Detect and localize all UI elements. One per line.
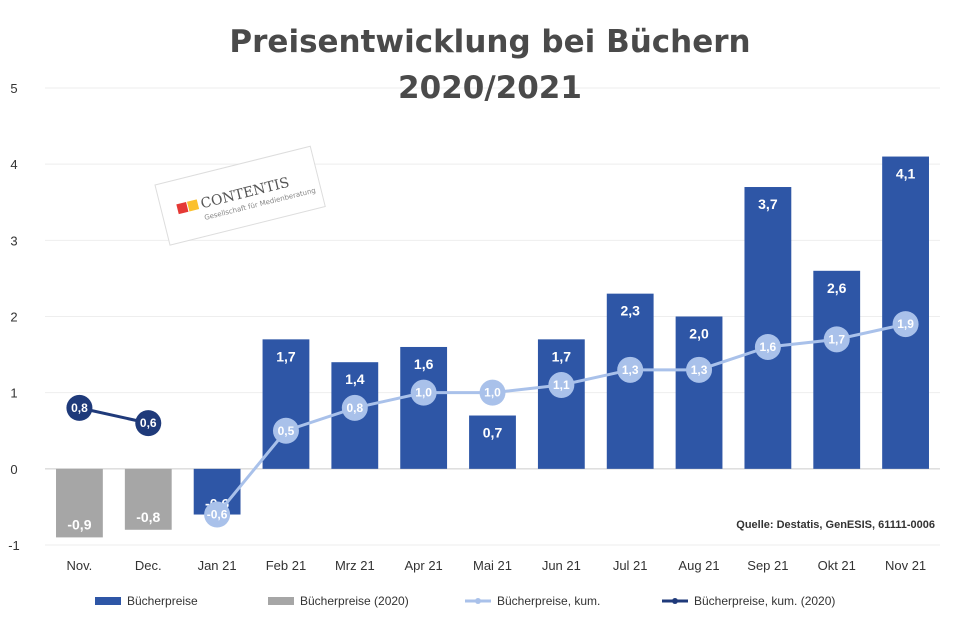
line-point: [66, 394, 93, 421]
line-data-label: 0,8: [71, 401, 88, 415]
legend-swatch: [268, 597, 294, 605]
y-tick-label: 4: [10, 157, 17, 172]
x-tick-label: Okt 21: [818, 558, 856, 573]
legend-label: Bücherpreise, kum.: [497, 594, 600, 608]
bar-data-label: 3,7: [758, 196, 778, 212]
bar-data-label: 0,7: [483, 425, 503, 441]
x-tick-label: Aug 21: [678, 558, 719, 573]
bar: [56, 468, 103, 538]
bar: [744, 187, 792, 469]
line-point: [892, 311, 919, 338]
logo-card: CONTENTIS Gesellschaft für Medienberatun…: [154, 145, 326, 246]
x-tick-label: Mai 21: [473, 558, 512, 573]
bar-data-label: -0,9: [67, 516, 91, 532]
lines: -0,6 0,5 0,8 1,0 1,0 1,1 1,3 1,3 1,6 1,7 1,9 0,8 0,6: [66, 311, 919, 528]
x-axis: Nov. Dec. Jan 21 Feb 21 Mrz 21 Apr 21 Mai 21 Ju…: [67, 558, 927, 573]
bar-data-label: 2,6: [827, 280, 847, 296]
bar: [124, 468, 172, 530]
legend-marker: [475, 598, 481, 604]
x-tick-label: Apr 21: [404, 558, 442, 573]
bar-data-label: -0,8: [136, 509, 160, 525]
bar: [537, 339, 585, 469]
y-tick-label: 2: [10, 310, 17, 325]
x-tick-label: Mrz 21: [335, 558, 375, 573]
line-point: [617, 356, 644, 383]
y-tick-label: 3: [10, 233, 17, 248]
x-tick-label: Nov 21: [885, 558, 926, 573]
bar-data-label: 4,1: [896, 166, 916, 182]
legend-marker: [672, 598, 678, 604]
legend-label: Bücherpreise, kum. (2020): [694, 594, 835, 608]
y-tick-label: 1: [10, 386, 17, 401]
bar-data-label: 2,3: [620, 303, 640, 319]
bar: [400, 346, 448, 469]
line-point: [204, 501, 231, 528]
gridlines: [45, 87, 940, 546]
bar: [262, 339, 310, 469]
bar-data-label: 1,6: [414, 356, 434, 372]
line-point: [479, 379, 506, 406]
bar: [813, 270, 861, 469]
line-point: [272, 417, 299, 444]
legend-label: Bücherpreise (2020): [300, 594, 409, 608]
x-tick-label: Nov.: [67, 558, 93, 573]
line-data-label: 1,6: [760, 340, 777, 354]
x-tick-label: Jul 21: [613, 558, 648, 573]
line-point: [410, 379, 437, 406]
line-point: [548, 372, 575, 399]
line-data-label: 1,0: [415, 386, 432, 400]
line-data-label: 1,7: [828, 332, 845, 346]
legend-swatch: [95, 597, 121, 605]
line-data-label: 1,3: [691, 363, 708, 377]
line-data-label: 0,6: [140, 416, 157, 430]
bar-data-label: 2,0: [689, 326, 709, 342]
x-tick-label: Sep 21: [747, 558, 788, 573]
line-point: [823, 326, 850, 353]
line-point: [686, 356, 713, 383]
line-data-label: -0,6: [207, 508, 228, 522]
y-tick-label: 0: [10, 462, 17, 477]
line-data-label: 0,8: [346, 401, 363, 415]
x-tick-label: Jan 21: [198, 558, 237, 573]
y-tick-label: -1: [8, 538, 20, 553]
y-axis: -1 0 1 2 3 4 5: [8, 81, 20, 553]
chart-title-line2: 2020/2021: [398, 70, 582, 106]
logo-mark-red: [176, 201, 189, 215]
x-tick-label: Dec.: [135, 558, 162, 573]
line-data-label: 1,9: [897, 317, 914, 331]
bar-data-label: 1,4: [345, 371, 365, 387]
line-data-label: 1,1: [553, 378, 570, 392]
legend-label: Bücherpreise: [127, 594, 198, 608]
y-tick-label: 5: [10, 81, 17, 96]
bar-data-label: 1,7: [552, 348, 572, 364]
bar: [469, 415, 516, 469]
legend: Bücherpreise Bücherpreise (2020) Bücherpre…: [95, 594, 835, 608]
line-data-label: 1,0: [484, 386, 501, 400]
bar-data-label: 1,7: [276, 348, 296, 364]
source-note: Quelle: Destatis, GenESIS, 61111-0006: [736, 519, 935, 531]
bar: [675, 316, 723, 469]
x-tick-label: Feb 21: [266, 558, 306, 573]
line-data-label: 0,5: [278, 424, 295, 438]
bars: -0,61,71,41,60,71,72,32,03,72,64,1-0,9-0…: [56, 156, 929, 538]
line-data-label: 1,3: [622, 363, 639, 377]
logo-mark-yellow: [187, 199, 200, 212]
line-point: [135, 410, 162, 437]
logo-card-background: [154, 145, 326, 246]
x-tick-label: Jun 21: [542, 558, 581, 573]
chart-title-line1: Preisentwicklung bei Büchern: [229, 24, 750, 60]
line-point: [341, 394, 368, 421]
line-point: [754, 333, 781, 360]
